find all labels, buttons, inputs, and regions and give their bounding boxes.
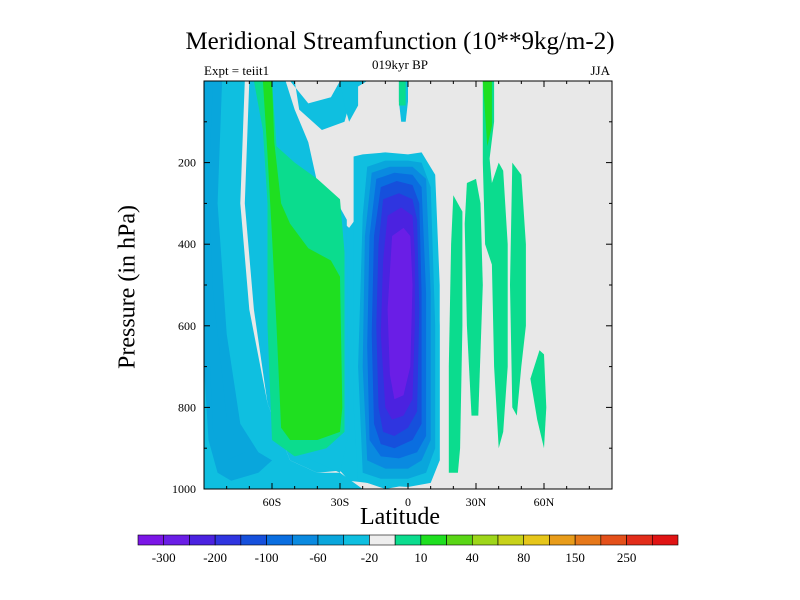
contour-region-1 xyxy=(204,81,386,489)
colorbar-box-9 xyxy=(369,534,396,546)
colorbar-box-1 xyxy=(163,534,190,546)
colorbar-box-5 xyxy=(266,534,293,546)
colorbar-box-11 xyxy=(420,534,447,546)
colorbar-box-20 xyxy=(651,534,679,546)
contour-region-13 xyxy=(387,227,413,400)
contour-region-20 xyxy=(510,162,526,416)
colorbar-label-6: 40 xyxy=(466,550,479,565)
contour-region-22 xyxy=(482,81,492,147)
contour-region-17 xyxy=(448,195,463,473)
contour-region-19 xyxy=(482,81,508,449)
colorbar-box-18 xyxy=(600,534,627,546)
colorbar-label-8: 150 xyxy=(565,550,585,565)
contour-region-3 xyxy=(340,81,359,122)
colorbar-box-10 xyxy=(394,534,422,546)
x-axis: 60S 30S 0 30N 60N xyxy=(226,81,590,509)
colorbar-label-5: 10 xyxy=(414,550,427,565)
colorbar-box-0 xyxy=(137,534,165,546)
colorbar-box-16 xyxy=(549,534,576,546)
contour-region-18 xyxy=(464,178,483,416)
colorbar-box-4 xyxy=(240,534,267,546)
colorbar-box-14 xyxy=(497,534,525,546)
x-axis-label: Latitude xyxy=(360,504,440,530)
colorbar-box-17 xyxy=(574,534,602,546)
contour-region-16 xyxy=(262,81,343,440)
y-tick-label-2: 600 xyxy=(178,319,196,333)
colorbar-label-4: -20 xyxy=(361,550,378,565)
period-label: 019kyr BP xyxy=(372,57,428,72)
contour-region-21 xyxy=(530,350,547,449)
colorbar-label-1: -200 xyxy=(203,550,227,565)
chart-title: Meridional Streamfunction (10**9kg/m-2) xyxy=(185,28,615,55)
experiment-label: Expt = teiit1 xyxy=(204,63,270,78)
colorbar-label-3: -60 xyxy=(309,550,326,565)
colorbar-box-2 xyxy=(189,534,216,546)
colorbar-label-7: 80 xyxy=(517,550,530,565)
colorbar-box-7 xyxy=(317,534,345,546)
colorbar-box-13 xyxy=(471,534,499,546)
x-tick-label-3: 30N xyxy=(466,495,487,509)
colorbar-box-15 xyxy=(523,534,550,546)
y-tick-label-1: 400 xyxy=(178,237,196,251)
contour-regions xyxy=(204,81,547,489)
colorbar-box-12 xyxy=(446,534,473,546)
x-tick-label-2: 0 xyxy=(405,495,411,509)
colorbar: -300 -200 -100 -60 -20 10 40 80 150 250 xyxy=(137,534,679,565)
y-tick-label-0: 200 xyxy=(178,156,196,170)
y-tick-label-4: 1000 xyxy=(172,482,196,496)
colorbar-label-0: -300 xyxy=(152,550,176,565)
colorbar-box-3 xyxy=(214,534,242,546)
colorbar-box-6 xyxy=(291,534,319,546)
season-label: JJA xyxy=(590,63,610,78)
x-tick-label-4: 60N xyxy=(534,495,555,509)
y-axis: 200 400 600 800 1000 xyxy=(172,121,612,496)
colorbar-box-8 xyxy=(343,534,370,546)
y-tick-label-3: 800 xyxy=(178,400,196,414)
contour-region-23 xyxy=(398,81,406,106)
contour-region-6 xyxy=(208,81,245,461)
colorbar-label-9: 250 xyxy=(617,550,637,565)
x-tick-label-0: 60S xyxy=(263,495,282,509)
x-tick-label-1: 30S xyxy=(331,495,350,509)
colorbar-box-19 xyxy=(626,534,653,546)
colorbar-label-2: -100 xyxy=(255,550,279,565)
